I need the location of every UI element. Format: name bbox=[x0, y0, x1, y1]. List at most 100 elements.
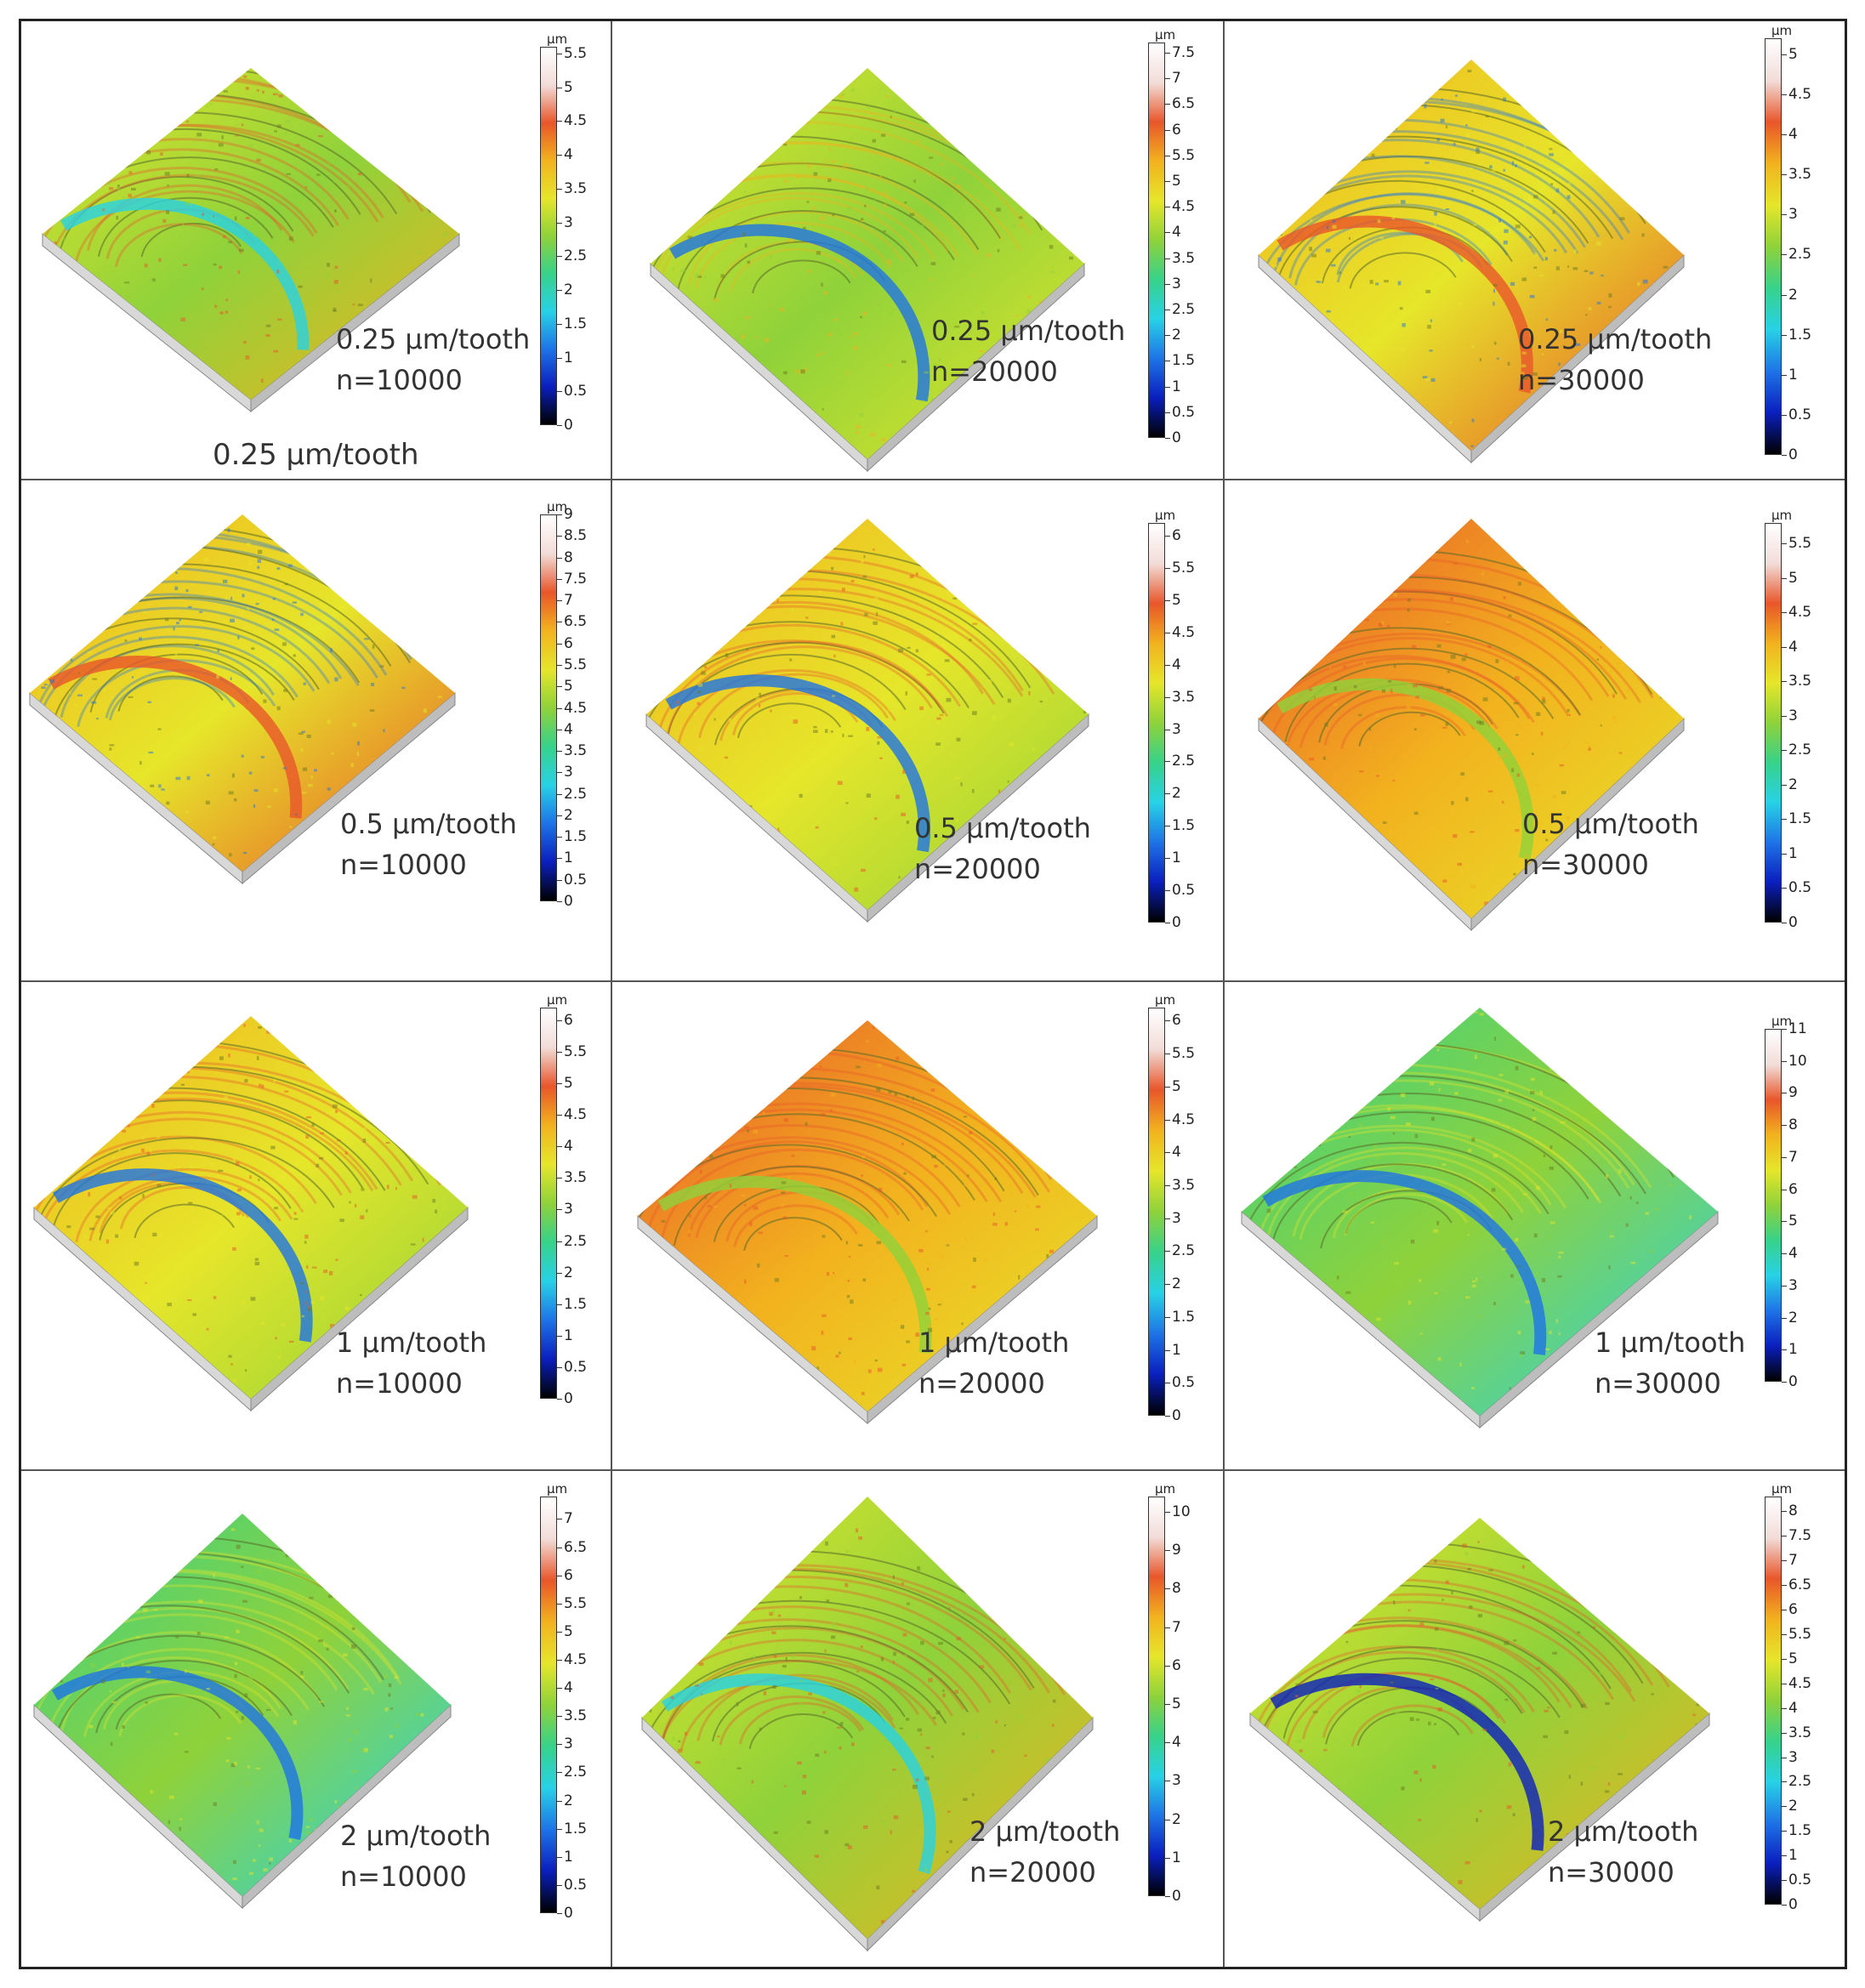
row-caption-label: 0.25 μm/tooth bbox=[213, 438, 419, 472]
colorbar bbox=[540, 1008, 557, 1399]
colorbar-tickmark bbox=[557, 1272, 562, 1274]
colorbar-tick-label: 5.5 bbox=[1172, 1045, 1196, 1063]
colorbar-unit: μm bbox=[547, 31, 568, 47]
colorbar-tick-label: 4 bbox=[1172, 1144, 1181, 1162]
surface-topography-map bbox=[641, 1497, 1094, 1952]
surface-panel: μm 6 5.5 5 4.5 4 3.5 3 2.5 2 1.5 1 0.5 0 1 μm/tooth n=1… bbox=[21, 982, 612, 1471]
colorbar-tickmark bbox=[1165, 696, 1170, 698]
colorbar-tickmark bbox=[557, 155, 562, 156]
colorbar-unit: μm bbox=[547, 499, 568, 514]
colorbar-tick-label: 2 bbox=[1788, 1309, 1798, 1326]
colorbar-tick-label: 1 bbox=[564, 849, 573, 867]
colorbar-tickmark bbox=[1782, 134, 1787, 136]
colorbar-tick-label: 1 bbox=[1172, 1341, 1181, 1359]
colorbar-tick-label: 2.5 bbox=[1788, 1773, 1812, 1791]
colorbar-tick-label: 3 bbox=[1172, 275, 1181, 293]
colorbar-tick-label: 8.5 bbox=[564, 527, 588, 545]
colorbar-tickmark bbox=[557, 1631, 562, 1633]
colorbar-tickmark bbox=[1165, 1512, 1170, 1514]
colorbar-tick-label: 0.5 bbox=[1788, 1872, 1812, 1889]
colorbar-tick-label: 3.5 bbox=[1172, 249, 1196, 267]
colorbar-unit: μm bbox=[547, 1481, 568, 1497]
colorbar-tick-label: 9 bbox=[1172, 1542, 1181, 1559]
colorbar-tickmark bbox=[1782, 94, 1787, 95]
colorbar-tickmark bbox=[1165, 858, 1170, 860]
colorbar-tickmark bbox=[1165, 793, 1170, 795]
colorbar-unit: μm bbox=[1155, 508, 1176, 523]
colorbar-tickmark bbox=[1165, 1704, 1170, 1706]
colorbar-tickmark bbox=[557, 751, 562, 753]
colorbar-tickmark bbox=[557, 1660, 562, 1661]
colorbar-tick-label: 0.5 bbox=[1788, 406, 1812, 423]
surface-topography-map bbox=[637, 1020, 1098, 1425]
colorbar-tickmark bbox=[557, 1716, 562, 1718]
colorbar-tickmark bbox=[1165, 890, 1170, 892]
colorbar-tick-label: 4 bbox=[564, 1679, 573, 1697]
condition-label: 2 μm/tooth n=20000 bbox=[969, 1811, 1120, 1893]
colorbar-tick-label: 5 bbox=[1788, 45, 1798, 63]
colorbar-tick-label: 4.5 bbox=[564, 699, 588, 717]
colorbar-tick-label: 2.5 bbox=[564, 1764, 588, 1781]
colorbar-tickmark bbox=[557, 121, 562, 122]
colorbar-tickmark bbox=[1165, 664, 1170, 666]
colorbar-tickmark bbox=[1782, 374, 1787, 376]
colorbar-tick-label: 3.5 bbox=[1172, 1177, 1196, 1195]
colorbar-tick-label: 3 bbox=[1788, 1748, 1798, 1766]
colorbar-tickmark bbox=[1165, 599, 1170, 601]
colorbar-tick-label: 5.5 bbox=[564, 1042, 588, 1060]
colorbar-tickmark bbox=[557, 772, 562, 774]
spindle-speed-label: n=20000 bbox=[918, 1367, 1045, 1400]
colorbar-tickmark bbox=[557, 1366, 562, 1368]
colorbar-tick-label: 0.5 bbox=[564, 1876, 588, 1894]
colorbar-tickmark bbox=[1165, 53, 1170, 54]
feed-per-tooth-label: 1 μm/tooth bbox=[1595, 1326, 1746, 1359]
colorbar-tickmark bbox=[1165, 1086, 1170, 1088]
colorbar-tickmark bbox=[1165, 536, 1170, 537]
colorbar-tick-label: 10 bbox=[1788, 1052, 1807, 1070]
colorbar-tick-label: 2 bbox=[564, 1792, 573, 1809]
colorbar-tickmark bbox=[1782, 1317, 1787, 1319]
colorbar-tick-label: 8 bbox=[1788, 1502, 1798, 1520]
colorbar-tickmark bbox=[557, 1209, 562, 1211]
colorbar-tickmark bbox=[557, 1051, 562, 1053]
colorbar-tickmark bbox=[1165, 1665, 1170, 1667]
spindle-speed-label: n=30000 bbox=[1595, 1367, 1721, 1400]
colorbar-tickmark bbox=[1782, 1253, 1787, 1255]
colorbar-tick-label: 5 bbox=[1788, 1650, 1798, 1667]
colorbar-tickmark bbox=[1782, 1585, 1787, 1587]
colorbar-tickmark bbox=[1165, 1316, 1170, 1318]
colorbar-tickmark bbox=[1782, 1732, 1787, 1734]
colorbar-tick-label: 2 bbox=[1172, 785, 1181, 803]
spindle-speed-label: n=30000 bbox=[1548, 1856, 1675, 1889]
colorbar-tickmark bbox=[557, 879, 562, 881]
spindle-speed-label: n=10000 bbox=[340, 849, 467, 881]
colorbar bbox=[1765, 38, 1782, 455]
surface-panel: μm 6 5.5 5 4.5 4 3.5 3 2.5 2 1.5 1 0.5 0 1 μm/tooth n=2… bbox=[612, 982, 1225, 1471]
surface-panel: μm 9 8.5 8 7.5 7 6.5 6 5.5 5 4.5 4 3.5 3 2.5 2 1.5 1 0.5 0 0… bbox=[21, 480, 612, 982]
colorbar-tick-label: 2.5 bbox=[1172, 753, 1196, 770]
colorbar-tickmark bbox=[1782, 1029, 1787, 1030]
colorbar-tickmark bbox=[557, 290, 562, 292]
colorbar-tick-label: 1 bbox=[564, 1848, 573, 1866]
colorbar-tick-label: 1.5 bbox=[564, 1820, 588, 1837]
colorbar-tick-label: 5 bbox=[564, 1622, 573, 1640]
colorbar-tick-label: 1.5 bbox=[564, 1295, 588, 1313]
colorbar-tick-label: 0 bbox=[564, 1390, 573, 1407]
colorbar-tick-label: 5.5 bbox=[1172, 559, 1196, 577]
colorbar-tickmark bbox=[1782, 214, 1787, 216]
colorbar-tick-label: 4.5 bbox=[1788, 604, 1812, 622]
colorbar-tick-label: 5.5 bbox=[564, 1594, 588, 1612]
colorbar-tick-label: 3.5 bbox=[1788, 1724, 1812, 1741]
colorbar-tick-label: 4 bbox=[1172, 1734, 1181, 1752]
colorbar-tick-label: 6 bbox=[1172, 1012, 1181, 1030]
colorbar-tick-label: 5.5 bbox=[564, 44, 588, 62]
colorbar-tick-label: 2 bbox=[1172, 327, 1181, 344]
feed-per-tooth-label: 2 μm/tooth bbox=[340, 1820, 492, 1852]
colorbar-tickmark bbox=[1782, 1880, 1787, 1882]
surface-panel: μm 5.5 5 4.5 4 3.5 3 2.5 2 1.5 1 0.5 0 0.5 μm/tooth n=… bbox=[1225, 480, 1845, 982]
colorbar-tick-label: 1.5 bbox=[564, 828, 588, 846]
colorbar-tick-label: 5 bbox=[1788, 569, 1798, 587]
surface-topography-map bbox=[33, 1514, 452, 1910]
condition-label: 2 μm/tooth n=10000 bbox=[340, 1815, 491, 1897]
condition-label: 1 μm/tooth n=20000 bbox=[918, 1322, 1069, 1404]
